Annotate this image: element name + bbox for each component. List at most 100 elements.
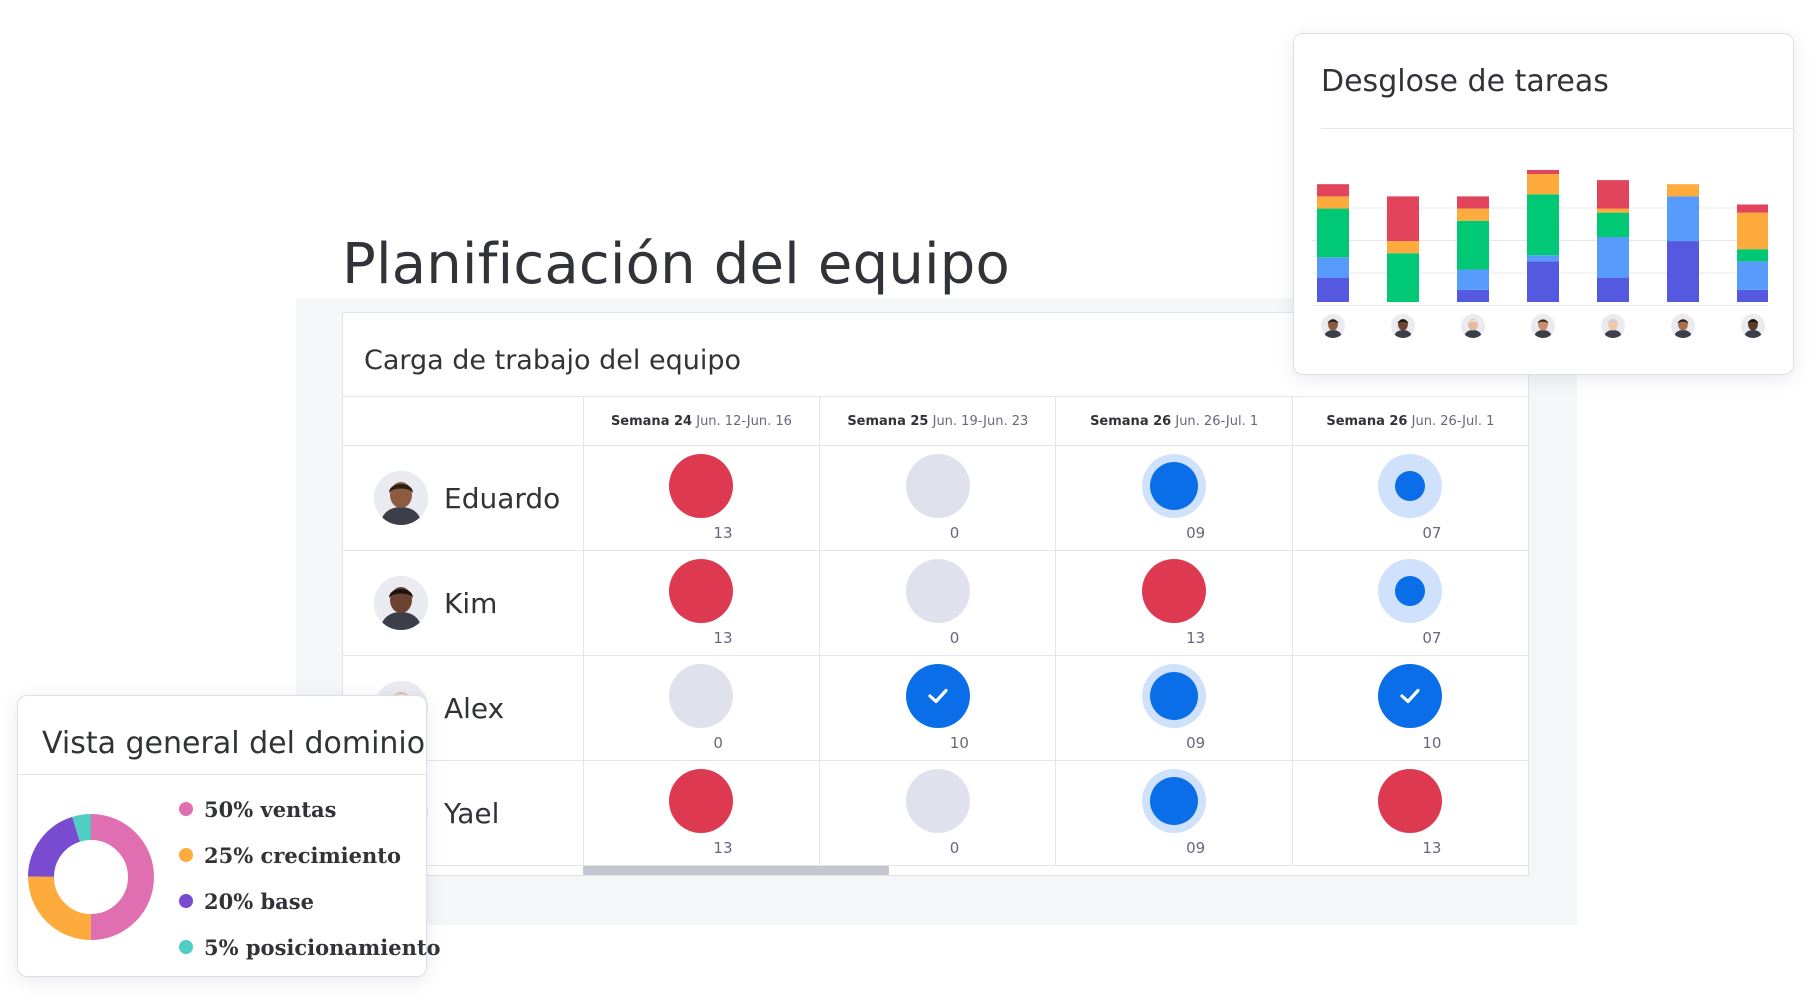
status-complete-check-icon[interactable] (905, 664, 970, 728)
task-count: 10 (949, 734, 969, 752)
workload-cell-content: 13 (584, 446, 819, 550)
workload-cell[interactable]: 13 (1291, 760, 1528, 866)
workload-cell[interactable]: 0 (819, 760, 1057, 866)
status-busy-indicator[interactable] (1142, 454, 1207, 518)
week-header[interactable]: Semana 25 Jun. 19-Jun. 23 (819, 396, 1057, 446)
task-count: 0 (949, 629, 960, 647)
status-light-indicator[interactable] (1378, 454, 1443, 518)
domain-legend: 50% ventas 25% crecimiento 20% base 5% posi… (179, 786, 441, 970)
bar-segment (1737, 289, 1768, 302)
workload-cell[interactable]: 07 (1291, 445, 1528, 551)
week-label: Semana 25 (847, 413, 929, 429)
task-count: 13 (1422, 839, 1442, 857)
status-light-indicator[interactable] (1378, 559, 1443, 623)
week-dates: Jun. 26-Jul. 1 (1411, 413, 1495, 429)
domain-overview-card: Vista general del dominio 50% ventas 25% … (17, 695, 441, 977)
card-divider (1321, 128, 1795, 129)
bar-segment (1597, 212, 1629, 237)
workload-cell-content: 10 (820, 656, 1055, 760)
bar-segment (1667, 184, 1699, 197)
bar-segment (1527, 194, 1559, 256)
workload-cell[interactable]: 09 (1055, 445, 1293, 551)
bar-segment (1317, 257, 1349, 278)
board-title: Carga de trabajo del equipo (364, 345, 741, 376)
task-breakdown-card: Desglose de tareas (1293, 33, 1795, 375)
week-header[interactable]: Semana 24 Jun. 12-Jun. 16 (582, 396, 821, 446)
status-overloaded-indicator[interactable] (669, 454, 734, 518)
workload-cell[interactable]: 13 (1055, 550, 1293, 656)
horizontal-scrollbar[interactable] (583, 866, 889, 875)
person-cell[interactable]: Eduardo (343, 445, 584, 551)
workload-cell[interactable]: 0 (819, 445, 1057, 551)
bar-segment (1737, 249, 1768, 262)
status-overloaded-indicator[interactable] (669, 559, 734, 623)
bar-segment (1597, 208, 1629, 213)
legend-label: 5% posicionamiento (204, 934, 441, 960)
bar-segment (1597, 237, 1629, 278)
status-overloaded-indicator[interactable] (1378, 769, 1443, 833)
table-row: Eduardo 13 0 09 07 (343, 445, 1528, 551)
week-label: Semana 24 (610, 413, 693, 429)
workload-cell[interactable]: 09 (1055, 655, 1293, 761)
legend-item: 20% base (179, 878, 441, 924)
task-count: 10 (1422, 734, 1442, 752)
task-count: 13 (1186, 629, 1206, 647)
task-count: 07 (1422, 629, 1442, 647)
workload-cell-content: 13 (584, 551, 819, 655)
task-count: 0 (949, 839, 960, 857)
task-count: 13 (713, 524, 733, 542)
header-name-column (343, 396, 584, 446)
workload-cell[interactable]: 13 (582, 550, 821, 656)
workload-cell[interactable]: 0 (582, 655, 821, 761)
status-overloaded-indicator[interactable] (1142, 559, 1207, 623)
workload-cell[interactable]: 07 (1291, 550, 1528, 656)
bar-segment (1737, 204, 1768, 213)
bar-segment (1597, 277, 1629, 302)
bar-segment (1457, 269, 1489, 290)
workload-cell[interactable]: 13 (582, 445, 821, 551)
status-empty-indicator[interactable] (669, 664, 734, 728)
domain-donut-chart (28, 814, 154, 940)
workload-cell-content: 09 (1056, 656, 1291, 760)
workload-cell-content: 0 (820, 446, 1055, 550)
status-busy-indicator[interactable] (1142, 769, 1207, 833)
status-complete-check-icon[interactable] (1378, 664, 1443, 728)
status-busy-indicator[interactable] (1142, 664, 1207, 728)
status-empty-indicator[interactable] (905, 769, 970, 833)
table-row: Alex 0 10 09 10 (343, 655, 1528, 761)
mini-avatar (1391, 314, 1415, 338)
workload-cell[interactable]: 13 (582, 760, 821, 866)
legend-label: 50% ventas (204, 796, 337, 822)
person-name: Yael (444, 796, 500, 830)
bar-segment (1317, 196, 1349, 209)
legend-item: 50% ventas (179, 786, 441, 832)
workload-cell[interactable]: 0 (819, 550, 1057, 656)
status-overloaded-indicator[interactable] (669, 769, 734, 833)
workload-cell-content: 07 (1293, 446, 1528, 550)
bar-segment (1387, 196, 1419, 242)
person-name: Kim (444, 586, 498, 620)
bar-segment (1527, 169, 1559, 175)
week-header[interactable]: Semana 26 Jun. 26-Jul. 1 (1055, 396, 1293, 446)
person-name: Eduardo (444, 481, 561, 515)
workload-cell[interactable]: 10 (1291, 655, 1528, 761)
status-empty-indicator[interactable] (905, 559, 970, 623)
workload-cell-content: 0 (584, 656, 819, 760)
workload-cell-content: 13 (1056, 551, 1291, 655)
avatar (374, 471, 428, 525)
legend-label: 25% crecimiento (204, 842, 401, 868)
bar-segment (1527, 255, 1559, 262)
workload-cell[interactable]: 09 (1055, 760, 1293, 866)
workload-cell[interactable]: 10 (819, 655, 1057, 761)
workload-cell-content: 0 (820, 761, 1055, 865)
mini-avatar (1321, 314, 1345, 338)
task-count: 0 (949, 524, 960, 542)
person-cell[interactable]: Kim (343, 550, 584, 656)
week-header[interactable]: Semana 26 Jun. 26-Jul. 1 (1291, 396, 1528, 446)
legend-swatch (179, 894, 193, 908)
status-empty-indicator[interactable] (905, 454, 970, 518)
mini-avatar (1531, 314, 1555, 338)
donut-slice (28, 814, 154, 940)
mini-avatar (1601, 314, 1625, 338)
week-dates: Jun. 12-Jun. 16 (696, 413, 792, 429)
